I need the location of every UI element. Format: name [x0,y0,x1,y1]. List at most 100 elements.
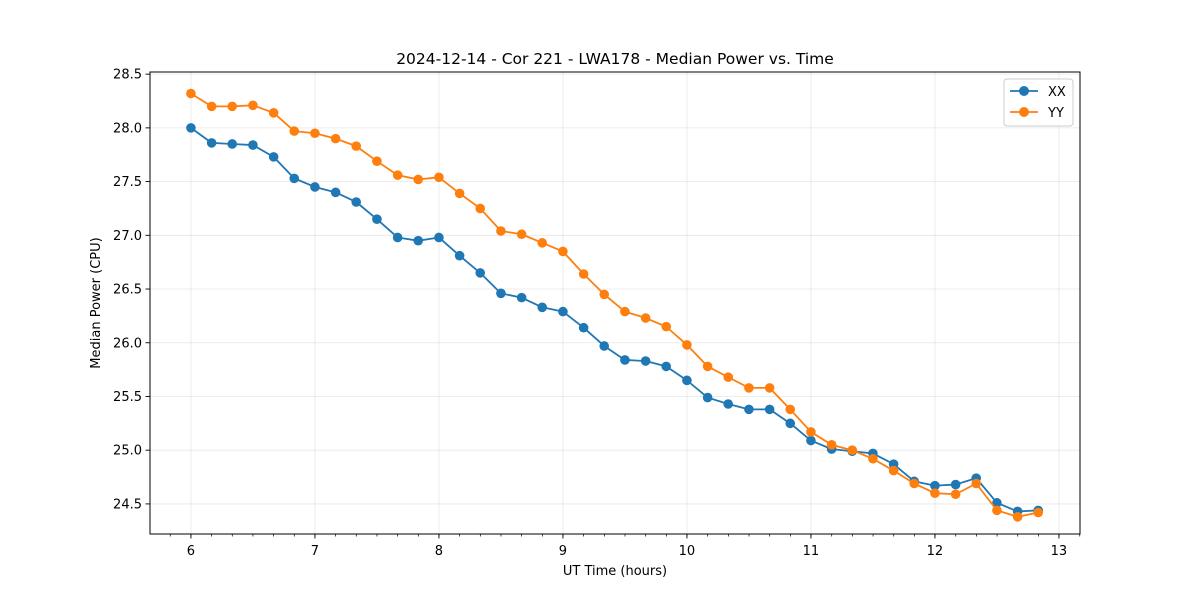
data-point-yy [661,321,672,332]
data-point-xx [537,302,548,313]
data-point-yy [330,133,341,144]
data-point-xx [640,356,651,366]
x-tick-label: 10 [679,544,696,559]
data-point-xx [744,404,754,415]
data-point-yy [868,453,878,464]
grid [150,72,1080,534]
data-point-xx [248,140,258,150]
y-axis-label: Median Power (CPU) [89,237,104,368]
data-point-xx [661,361,672,372]
data-point-yy [206,101,217,112]
data-point-yy [640,313,651,323]
data-point-xx [330,187,341,198]
data-point-xx [206,138,217,148]
x-tick-label: 11 [803,544,820,559]
data-point-yy [475,203,486,214]
y-tick-label: 27.5 [113,175,142,190]
data-point-xx [620,355,630,365]
data-point-yy [268,108,279,118]
legend-marker-xx [1019,86,1029,96]
data-point-xx [723,399,734,409]
data-point-yy [1012,512,1023,522]
data-point-xx [351,197,362,207]
data-point-xx [496,288,506,299]
y-tick-label: 28.0 [113,121,142,136]
data-point-xx [186,123,196,133]
x-tick-label: 9 [559,544,567,559]
data-point-yy [289,126,300,136]
y-tick-label: 26.0 [113,336,142,351]
data-point-xx [392,232,403,243]
data-point-yy [578,269,589,279]
data-point-yy [971,478,982,489]
data-point-yy [516,229,527,240]
legend-marker-yy [1019,107,1029,117]
data-point-xx [268,152,279,162]
x-tick-label: 13 [1051,544,1068,559]
data-point-xx [702,392,713,403]
legend: XX YY [1003,78,1074,127]
data-point-yy [186,88,196,99]
data-point-xx [454,250,465,261]
data-point-xx [310,182,320,192]
data-point-yy [785,404,796,415]
data-point-yy [723,372,734,382]
data-point-xx [413,235,424,246]
y-tick-label: 28.5 [113,68,142,83]
data-point-xx [785,418,796,429]
x-tick-label: 12 [927,544,944,559]
x-tick-label: 7 [311,544,319,559]
data-point-yy [434,172,444,183]
y-tick-label: 27.0 [113,229,142,244]
axes: 6 7 8 9 10 11 12 13 24.5 25.0 25.5 26.0 26.5 27.0 27.5… [113,68,1081,559]
data-point-xx [289,173,300,184]
data-point-xx [599,341,610,351]
data-point-xx [227,139,238,149]
data-point-xx [806,435,816,446]
y-tick-label: 25.5 [113,390,142,405]
x-tick-label: 6 [187,544,195,559]
data-point-yy [310,128,320,139]
data-point-yy [599,289,610,300]
data-point-yy [620,306,630,317]
y-tick-label: 25.0 [113,444,142,459]
data-point-yy [1033,507,1044,518]
x-axis-label: UT Time (hours) [563,564,667,579]
data-point-xx [682,375,692,386]
data-point-yy [454,188,465,199]
data-point-yy [992,505,1002,516]
data-point-yy [248,100,258,111]
data-point-xx [475,268,486,278]
plot-frame [149,71,1081,535]
data-point-xx [992,498,1002,508]
data-point-yy [351,141,362,151]
y-tick-label: 24.5 [113,497,142,512]
data-point-yy [558,246,568,257]
data-point-xx [372,214,382,224]
data-point-yy [413,174,424,185]
data-point-yy [702,361,713,372]
data-point-yy [496,226,506,236]
legend-label-yy: YY [1047,106,1064,121]
x-tick-label: 8 [435,544,443,559]
data-point-yy [950,489,961,500]
data-point-xx [950,479,961,490]
data-point-yy [372,156,382,166]
data-point-xx [434,232,444,243]
data-point-yy [888,465,899,476]
data-point-yy [392,170,403,180]
data-point-yy [847,445,858,455]
data-point-yy [909,478,920,489]
data-point-yy [806,427,816,437]
data-point-xx [930,480,940,491]
data-point-xx [516,292,527,303]
data-point-yy [744,383,754,393]
data-point-yy [537,238,548,248]
data-point-yy [227,101,238,112]
data-point-yy [682,340,692,350]
series-layer [186,88,1044,522]
chart-title: 2024-12-14 - Cor 221 - LWA178 - Median P… [396,50,834,68]
data-point-xx [578,322,589,333]
data-point-xx [764,404,775,415]
